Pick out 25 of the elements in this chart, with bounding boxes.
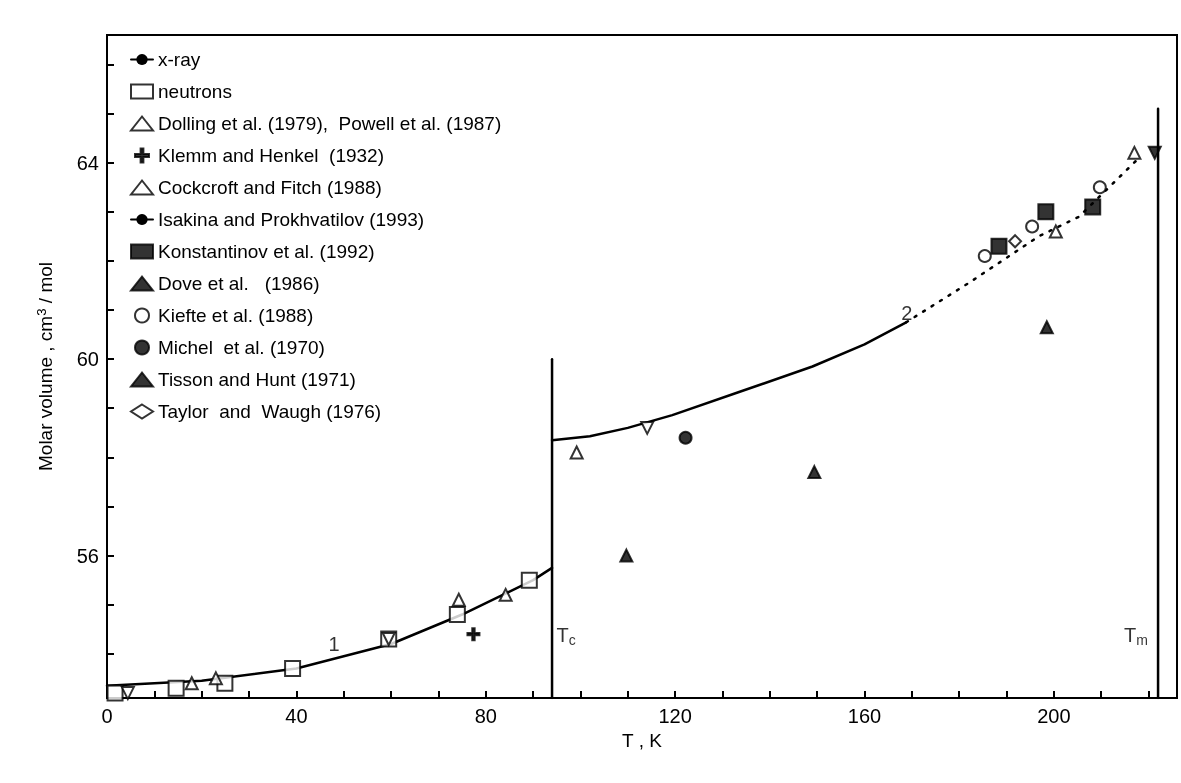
- legend-label: neutrons: [158, 81, 232, 102]
- legend-label: Tisson and Hunt (1971): [158, 369, 356, 390]
- y-tick-label: 64: [76, 151, 99, 174]
- annotation: 2: [901, 301, 913, 324]
- legend-label: Dove et al. (1986): [158, 273, 320, 294]
- legend-label: Cockcroft and Fitch (1988): [158, 177, 382, 198]
- legend-label: Kiefte et al. (1988): [158, 305, 314, 326]
- x-axis-title: T , K: [622, 729, 663, 751]
- y-tick-label: 56: [76, 544, 99, 567]
- legend-label: Konstantinov et al. (1992): [158, 241, 375, 262]
- x-tick-label: 80: [474, 705, 497, 727]
- annotation: 1: [328, 633, 340, 656]
- legend-label: Michel et al. (1970): [158, 337, 325, 358]
- y-tick-label: 60: [76, 348, 99, 371]
- legend-label: Taylor and Waugh (1976): [158, 401, 382, 422]
- x-tick-label: 40: [285, 705, 308, 727]
- legend-label: Dolling et al. (1979), Powell et al. (1987): [158, 113, 502, 134]
- x-tick-label: 200: [1037, 705, 1071, 727]
- legend-label: Isakina and Prokhvatilov (1993): [158, 209, 425, 230]
- legend-label: x-ray: [158, 49, 201, 70]
- x-tick-label: 120: [658, 705, 692, 727]
- y-axis-title: Molar volume , cm3 / mol: [33, 261, 57, 472]
- legend-label: Klemm and Henkel (1932): [158, 145, 384, 166]
- x-tick-label: 0: [101, 705, 113, 727]
- x-tick-label: 160: [847, 705, 882, 727]
